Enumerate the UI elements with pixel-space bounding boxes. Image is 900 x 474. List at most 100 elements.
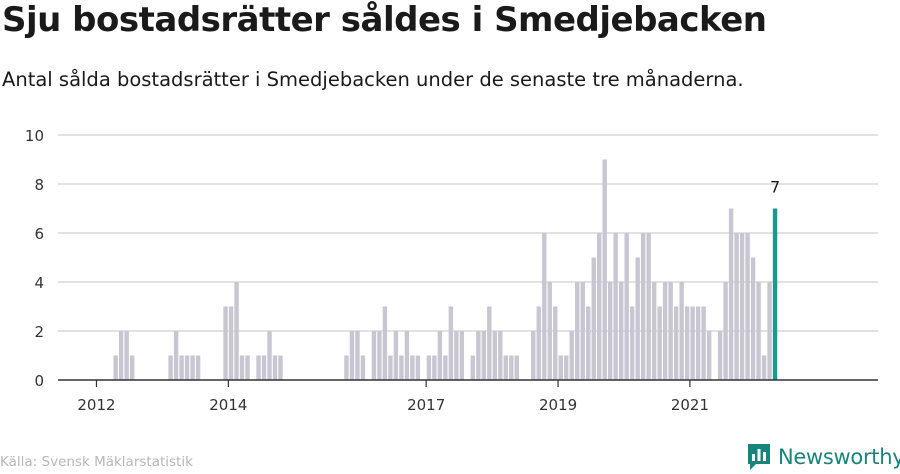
bar (190, 355, 195, 380)
bar (761, 355, 767, 380)
bar (679, 282, 684, 380)
bar (168, 355, 173, 380)
bar (245, 355, 250, 380)
bar (382, 306, 388, 380)
bar (668, 282, 673, 380)
bar (662, 282, 668, 380)
bar (514, 355, 519, 380)
brand-name: Newsworthy (778, 445, 900, 469)
bar (179, 355, 184, 380)
bar (695, 306, 701, 380)
bar (575, 282, 580, 380)
chart-title: Sju bostadsrätter såldes i Smedjebacken (2, 0, 767, 40)
y-tick-label: 2 (34, 323, 44, 341)
bar (404, 331, 410, 380)
bar (498, 331, 503, 380)
bar (509, 355, 514, 380)
highlight-value-label: 7 (770, 178, 780, 197)
bar (597, 233, 602, 380)
source-note: Källa: Svensk Mäklarstatistik (0, 454, 193, 470)
bar (399, 355, 404, 380)
bar (564, 355, 569, 380)
bar (646, 233, 651, 380)
bar (113, 355, 118, 380)
bar (470, 355, 476, 380)
x-tick-label: 2017 (407, 396, 445, 414)
bar (618, 282, 624, 380)
bar (558, 355, 563, 380)
bar (448, 306, 454, 380)
bar (492, 331, 498, 380)
bar (651, 282, 657, 380)
bar (608, 282, 613, 380)
bar (756, 282, 761, 380)
bar (239, 355, 245, 380)
bar (443, 355, 448, 380)
y-tick-label: 0 (34, 372, 44, 390)
bar (410, 355, 415, 380)
bar (580, 282, 585, 380)
bar (256, 355, 261, 380)
bar (739, 233, 745, 380)
bar (701, 306, 706, 380)
bar (673, 306, 679, 380)
bar (377, 331, 382, 380)
bar (223, 306, 228, 380)
bar (613, 233, 618, 380)
bar (717, 331, 723, 380)
bar (371, 331, 377, 380)
bar (481, 331, 487, 380)
bar (624, 233, 629, 380)
bar (750, 257, 756, 380)
bar (228, 306, 234, 380)
bar (118, 331, 124, 380)
bar (728, 208, 734, 380)
bar (657, 306, 662, 380)
y-tick-label: 10 (25, 127, 44, 145)
bar (459, 331, 465, 380)
bar (195, 355, 201, 380)
chart-subtitle: Antal sålda bostadsrätter i Smedjebacken… (2, 68, 744, 91)
bar (690, 306, 695, 380)
bar (487, 306, 492, 380)
bar (629, 306, 635, 380)
highlight-bar (772, 208, 778, 380)
bar (437, 331, 443, 380)
bar (415, 355, 421, 380)
bar (355, 331, 360, 380)
bar (503, 355, 508, 380)
bar (267, 331, 272, 380)
y-tick-label: 8 (34, 176, 44, 194)
bar (278, 355, 283, 380)
bar (393, 331, 399, 380)
bar (432, 355, 437, 380)
bar (542, 233, 547, 380)
bar (734, 233, 739, 380)
y-tick-label: 6 (34, 225, 44, 243)
x-tick-label: 2012 (77, 396, 115, 414)
bar (184, 355, 190, 380)
bar (344, 355, 349, 380)
bar (536, 306, 541, 380)
bar (706, 331, 712, 380)
bar (547, 282, 552, 380)
bar (602, 159, 607, 380)
x-tick-label: 2014 (209, 396, 247, 414)
bar (591, 257, 596, 380)
bar (349, 331, 355, 380)
bar (640, 233, 646, 380)
bar (569, 331, 574, 380)
bar (272, 355, 278, 380)
y-tick-label: 4 (34, 274, 44, 292)
bar (684, 306, 690, 380)
bar (234, 282, 239, 380)
bar (723, 282, 728, 380)
x-tick-label: 2021 (671, 396, 709, 414)
bar (476, 331, 481, 380)
bar (388, 355, 393, 380)
bar (531, 331, 536, 380)
bar (360, 355, 366, 380)
newsworthy-logo-icon (748, 444, 770, 470)
brand-logo[interactable]: Newsworthy (746, 440, 900, 474)
